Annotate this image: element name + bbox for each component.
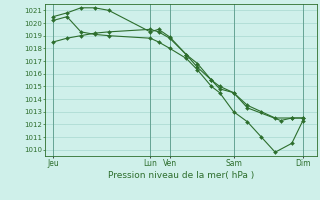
X-axis label: Pression niveau de la mer( hPa ): Pression niveau de la mer( hPa )	[108, 171, 254, 180]
